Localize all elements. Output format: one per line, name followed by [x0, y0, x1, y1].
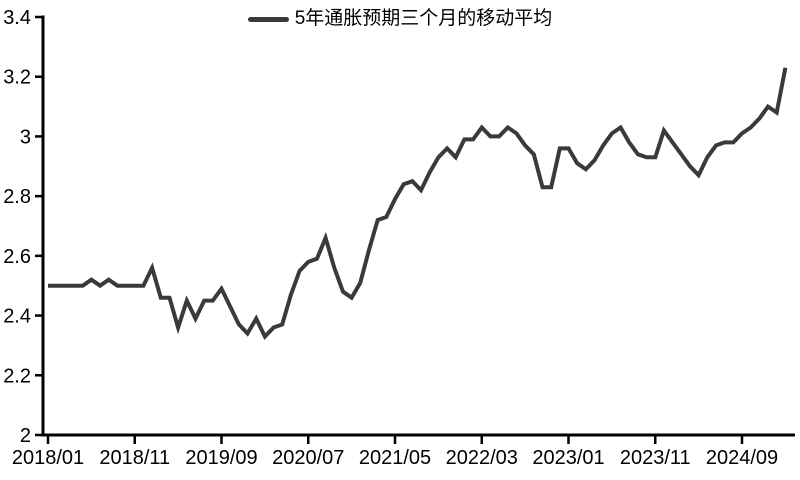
- x-tick-label: 2023/11: [620, 447, 691, 469]
- x-tick-label: 2018/11: [99, 447, 170, 469]
- y-tick-label: 2.4: [3, 306, 31, 328]
- x-tick-label: 2018/01: [12, 447, 84, 469]
- x-tick-label: 2024/09: [706, 447, 778, 469]
- x-tick-label: 2019/09: [185, 447, 257, 469]
- legend-label: 5年通胀预期三个月的移动平均: [294, 8, 553, 29]
- y-tick-label: 3.2: [3, 67, 31, 89]
- y-tick-label: 2.6: [3, 246, 31, 268]
- y-tick-label: 2.2: [3, 365, 31, 387]
- y-tick-label: 2.8: [3, 186, 31, 208]
- y-tick-label: 2: [20, 425, 31, 447]
- chart-legend: 5年通胀预期三个月的移动平均: [0, 7, 800, 31]
- y-tick-label: 3: [20, 126, 31, 148]
- x-tick-label: 2021/05: [359, 447, 431, 469]
- series-line-5yr-inflation-expectation-3mo-ma: [48, 67, 788, 340]
- x-tick-label: 2022/03: [446, 447, 518, 469]
- x-tick-label: 2023/01: [532, 447, 604, 469]
- y-tick-label: 3.4: [3, 7, 31, 29]
- x-tick-label: 2020/07: [272, 447, 344, 469]
- legend-line-swatch: [247, 16, 289, 22]
